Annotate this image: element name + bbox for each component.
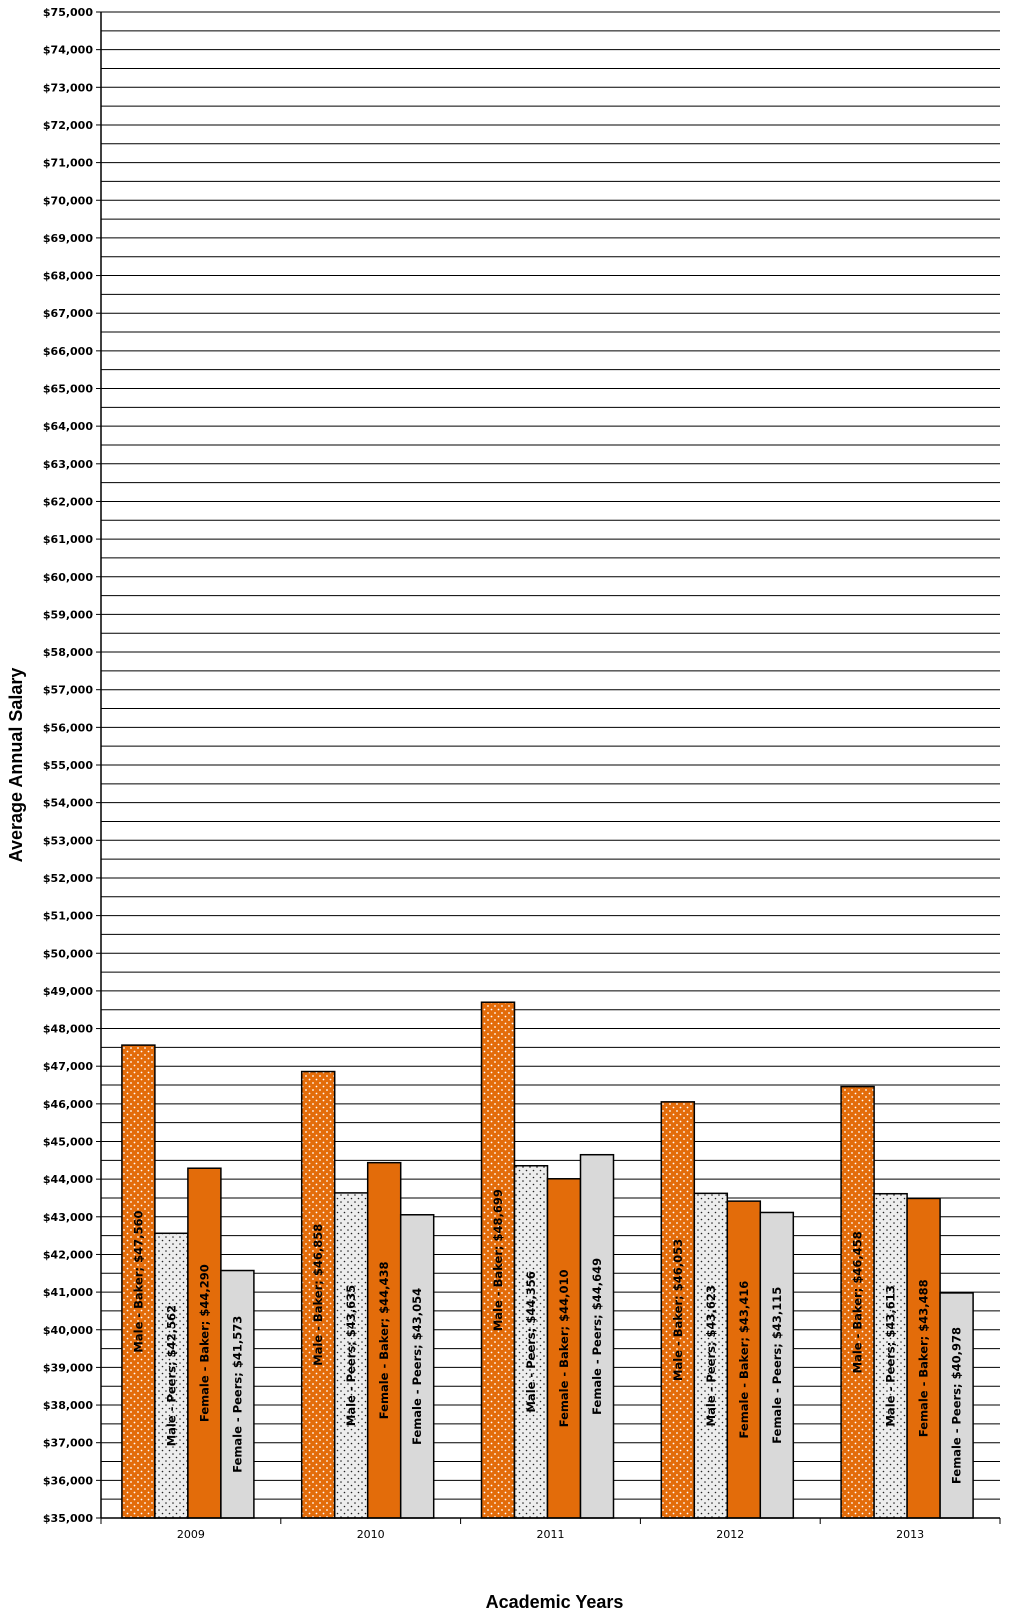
- bar-male-peers-2009: [154, 1232, 189, 1519]
- y-tick-label: $74,000: [43, 44, 93, 57]
- y-tick-label: $67,000: [43, 307, 93, 320]
- y-tick-label: $71,000: [43, 157, 93, 170]
- y-tick-label: $61,000: [43, 533, 93, 546]
- bar-male-baker-2009: [121, 1044, 156, 1519]
- bar-data-label: Female - Baker; $44,290: [197, 1264, 211, 1422]
- x-tick-label: 2012: [716, 1528, 744, 1541]
- y-tick-label: $69,000: [43, 232, 93, 245]
- bar-data-label: Male - Peers; $42,562: [164, 1305, 178, 1446]
- bar-male-peers-2012: [693, 1192, 729, 1519]
- y-tick-label: $53,000: [43, 834, 93, 847]
- y-tick-label: $52,000: [43, 872, 93, 885]
- x-tick-label: 2009: [177, 1528, 205, 1541]
- y-tick-label: $59,000: [43, 608, 93, 621]
- y-axis-ticks: $35,000 $36,000 $37,000 $38,000 $39,000 $40,0…: [43, 6, 101, 1525]
- y-tick-label: $55,000: [43, 759, 93, 772]
- x-tick-label: 2010: [357, 1528, 385, 1541]
- y-tick-label: $50,000: [43, 947, 93, 960]
- y-tick-label: $39,000: [43, 1361, 93, 1374]
- bar-female-peers-2010: [399, 1214, 435, 1519]
- y-tick-label: $58,000: [43, 646, 93, 659]
- bar-data-label: Male - Baker; $48,699: [491, 1189, 505, 1331]
- y-tick-label: $75,000: [43, 6, 93, 19]
- y-tick-label: $72,000: [43, 119, 93, 132]
- bar-data-label: Male - Peers; $43,623: [704, 1285, 718, 1426]
- bar-data-label: Female - Peers; $43,115: [770, 1287, 784, 1444]
- y-axis-title: Average Annual Salary: [6, 668, 26, 863]
- bar-data-label: Female - Baker; $44,010: [557, 1269, 571, 1427]
- y-tick-label: $54,000: [43, 797, 93, 810]
- y-tick-label: $62,000: [43, 495, 93, 508]
- axes: [100, 12, 1000, 1519]
- x-axis-ticks: 2009 2010 2011 2012 2013: [100, 1518, 1001, 1541]
- bar-data-label: Male - Baker; $47,560: [131, 1211, 145, 1353]
- y-tick-label: $56,000: [43, 721, 93, 734]
- y-tick-label: $70,000: [43, 194, 93, 207]
- bar-female-baker-2011: [546, 1178, 582, 1519]
- y-tick-label: $47,000: [43, 1060, 93, 1073]
- bar-data-label: Female - Baker; $43,416: [737, 1281, 751, 1439]
- bar-data-label: Male - Baker; $46,858: [311, 1224, 325, 1366]
- y-tick-label: $49,000: [43, 985, 93, 998]
- bar-data-label: Female - Peers; $43,054: [410, 1288, 424, 1445]
- bar-data-label: Male - Peers; $43,635: [344, 1285, 358, 1426]
- y-tick-label: $51,000: [43, 910, 93, 923]
- bar-data-label: Male - Peers; $43,613: [884, 1285, 898, 1426]
- bar-data-label: Male - Baker; $46,053: [671, 1239, 685, 1381]
- y-tick-label: $60,000: [43, 571, 93, 584]
- y-tick-label: $44,000: [43, 1173, 93, 1186]
- bar-female-baker-2010: [366, 1161, 402, 1519]
- y-tick-label: $42,000: [43, 1248, 93, 1261]
- y-tick-label: $64,000: [43, 420, 93, 433]
- bar-data-label: Female - Peers; $41,573: [230, 1316, 244, 1473]
- bar-female-baker-2009: [187, 1167, 222, 1519]
- y-tick-label: $35,000: [43, 1512, 93, 1525]
- x-axis-title: Academic Years: [486, 1592, 624, 1612]
- y-tick-label: $73,000: [43, 81, 93, 94]
- bar-data-label: Female - Peers; $44,649: [590, 1258, 604, 1415]
- y-tick-label: $65,000: [43, 383, 93, 396]
- bar-data-label: Female - Baker; $44,438: [377, 1261, 391, 1419]
- bar-male-peers-2013: [873, 1192, 908, 1519]
- bar-female-peers-2012: [759, 1211, 795, 1519]
- y-tick-label: $48,000: [43, 1023, 93, 1036]
- x-tick-label: 2013: [896, 1528, 924, 1541]
- bar-labels: Male - Baker; $47,560 Male - Peers; $42,5…: [131, 1189, 963, 1484]
- y-tick-label: $68,000: [43, 270, 93, 283]
- y-tick-label: $63,000: [43, 458, 93, 471]
- x-tick-label: 2011: [537, 1528, 565, 1541]
- y-tick-label: $37,000: [43, 1437, 93, 1450]
- y-tick-label: $45,000: [43, 1136, 93, 1149]
- bar-data-label: Male - Peers; $44,356: [524, 1271, 538, 1412]
- bar-female-peers-2013: [939, 1292, 974, 1519]
- y-tick-label: $43,000: [43, 1211, 93, 1224]
- y-tick-label: $57,000: [43, 684, 93, 697]
- bar-female-peers-2009: [220, 1269, 255, 1519]
- y-tick-label: $46,000: [43, 1098, 93, 1111]
- y-tick-label: $36,000: [43, 1474, 93, 1487]
- bar-data-label: Female - Baker; $43,488: [917, 1279, 931, 1437]
- bar-female-baker-2012: [726, 1200, 762, 1519]
- y-tick-label: $66,000: [43, 345, 93, 358]
- y-tick-label: $41,000: [43, 1286, 93, 1299]
- bar-data-label: Male - Baker; $46,458: [851, 1231, 865, 1373]
- bars: [121, 1001, 974, 1519]
- y-tick-label: $38,000: [43, 1399, 93, 1412]
- bar-female-peers-2011: [579, 1153, 615, 1519]
- bar-data-label: Female - Peers; $40,978: [950, 1327, 964, 1484]
- y-tick-label: $40,000: [43, 1324, 93, 1337]
